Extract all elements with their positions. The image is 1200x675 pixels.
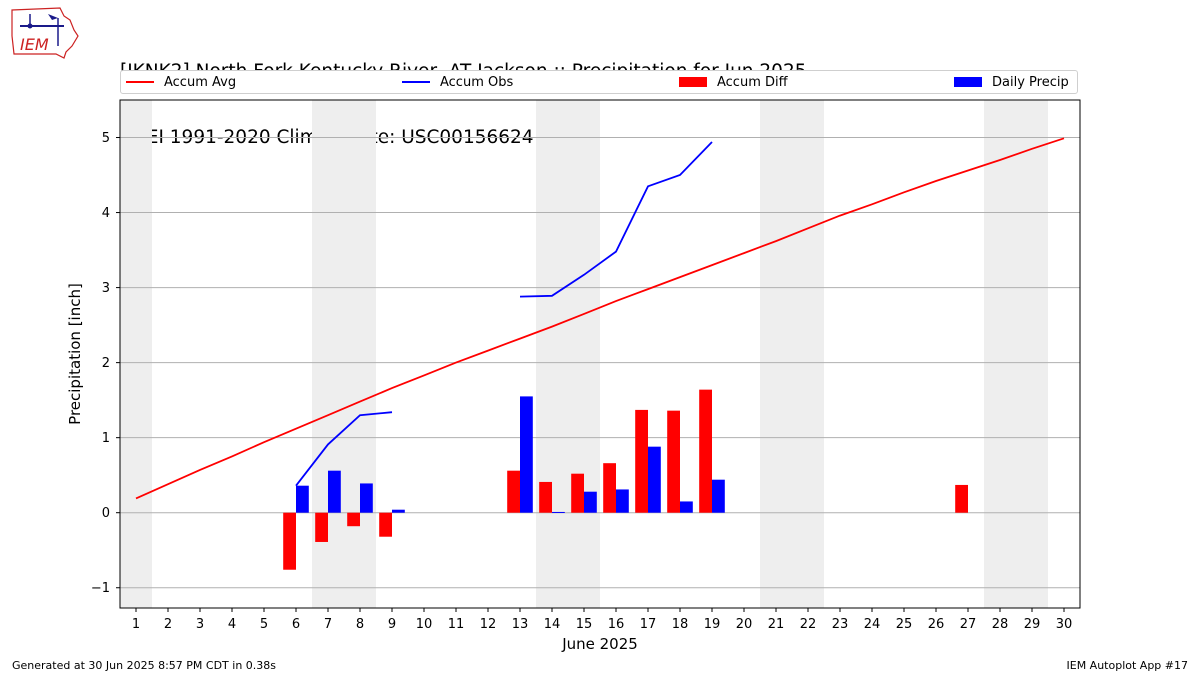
x-tick-label: 25 <box>896 617 913 632</box>
weekend-shade <box>568 100 600 608</box>
bar-accum-diff <box>635 409 648 513</box>
y-axis-label: Precipitation [inch] <box>66 283 84 425</box>
bar-accum-diff <box>667 410 680 513</box>
x-tick-label: 17 <box>640 617 657 632</box>
bar-accum-diff <box>507 470 520 513</box>
legend-item-accum-diff: Accum Diff <box>679 74 788 92</box>
weekend-shade <box>760 100 792 608</box>
bar-accum-diff <box>571 473 584 513</box>
y-tick-label: 2 <box>102 356 110 371</box>
bar-daily-precip <box>616 489 629 513</box>
x-tick-label: 23 <box>832 617 849 632</box>
weekend-shade <box>1016 100 1048 608</box>
bar-daily-precip <box>552 511 565 513</box>
bar-daily-precip <box>296 485 309 513</box>
x-tick-label: 11 <box>448 617 465 632</box>
legend: Accum Avg Accum Obs Accum Diff Daily Pre… <box>120 70 1078 94</box>
footer-app-id: IEM Autoplot App #17 <box>1066 659 1189 672</box>
x-tick-label: 6 <box>292 617 300 632</box>
y-tick-label: 5 <box>102 131 110 146</box>
weekend-shade <box>984 100 1016 608</box>
y-tick-label: 3 <box>102 281 110 296</box>
x-tick-label: 22 <box>800 617 817 632</box>
bar-daily-precip <box>584 491 597 513</box>
bar-daily-precip <box>328 470 341 513</box>
chart-title: [JKNK2] North Fork Kentucky River AT Jac… <box>120 17 807 171</box>
iem-logo: IEM <box>11 7 79 59</box>
bar-accum-diff <box>539 481 552 513</box>
line-accum-avg <box>135 137 1065 500</box>
iowa-outline-icon <box>11 7 79 59</box>
x-tick-label: 28 <box>992 617 1009 632</box>
legend-label-daily-precip: Daily Precip <box>992 75 1069 90</box>
x-tick-label: 14 <box>544 617 561 632</box>
bar-accum-diff <box>283 512 296 570</box>
bar-accum-diff <box>603 463 616 513</box>
bar-accum-diff <box>699 389 712 513</box>
x-tick-label: 10 <box>416 617 433 632</box>
x-tick-label: 3 <box>196 617 204 632</box>
bar-daily-precip <box>520 396 533 513</box>
x-tick-label: 9 <box>388 617 396 632</box>
y-tick-label: −1 <box>91 581 110 596</box>
x-tick-label: 1 <box>132 617 140 632</box>
chart-title-line2: NCEI 1991-2020 Climate Site: USC00156624 <box>120 127 534 148</box>
legend-swatch-accum-diff <box>679 76 707 87</box>
x-tick-label: 26 <box>928 617 945 632</box>
x-tick-label: 5 <box>260 617 268 632</box>
legend-swatch-daily-precip <box>954 76 982 87</box>
legend-swatch-accum-obs <box>402 80 430 83</box>
bar-accum-diff <box>315 512 328 542</box>
bar-accum-diff <box>347 512 360 527</box>
x-axis-label: June 2025 <box>561 635 638 653</box>
legend-swatch-accum-avg <box>126 80 154 83</box>
legend-label-accum-avg: Accum Avg <box>164 75 237 90</box>
legend-label-accum-diff: Accum Diff <box>717 75 788 90</box>
x-tick-label: 19 <box>704 617 721 632</box>
footer-generated: Generated at 30 Jun 2025 8:57 PM CDT in … <box>12 659 277 672</box>
x-tick-label: 7 <box>324 617 332 632</box>
bar-daily-precip <box>680 501 693 513</box>
wind-vane-icon <box>48 14 58 20</box>
x-tick-label: 30 <box>1056 617 1073 632</box>
x-tick-label: 15 <box>576 617 593 632</box>
y-tick-label: 0 <box>102 506 110 521</box>
bar-daily-precip <box>712 479 725 513</box>
weekend-shade <box>344 100 376 608</box>
weekend-shade <box>312 100 344 608</box>
x-tick-label: 4 <box>228 617 236 632</box>
plot-frame <box>119 99 1081 609</box>
x-tick-label: 12 <box>480 617 497 632</box>
x-tick-label: 16 <box>608 617 625 632</box>
x-tick-label: 18 <box>672 617 689 632</box>
weekend-shade <box>536 100 568 608</box>
x-tick-label: 24 <box>864 617 881 632</box>
weekend-shade <box>120 100 152 608</box>
x-tick-label: 20 <box>736 617 753 632</box>
bar-daily-precip <box>648 446 661 513</box>
weekend-shade <box>792 100 824 608</box>
legend-item-daily-precip: Daily Precip <box>954 74 1069 92</box>
y-tick-label: 4 <box>102 206 110 221</box>
legend-item-accum-obs: Accum Obs <box>402 74 513 92</box>
y-tick-label: 1 <box>102 431 110 446</box>
x-tick-label: 2 <box>164 617 172 632</box>
legend-label-accum-obs: Accum Obs <box>440 75 514 90</box>
bar-accum-diff <box>955 484 968 513</box>
bar-accum-diff <box>379 512 392 537</box>
x-tick-label: 21 <box>768 617 785 632</box>
x-tick-label: 13 <box>512 617 529 632</box>
x-tick-label: 8 <box>356 617 364 632</box>
x-tick-label: 29 <box>1024 617 1041 632</box>
bar-daily-precip <box>392 509 405 513</box>
bar-daily-precip <box>360 483 373 513</box>
x-tick-label: 27 <box>960 617 977 632</box>
line-accum-obs <box>295 411 393 487</box>
legend-item-accum-avg: Accum Avg <box>126 74 236 92</box>
logo-text: IEM <box>20 35 49 54</box>
